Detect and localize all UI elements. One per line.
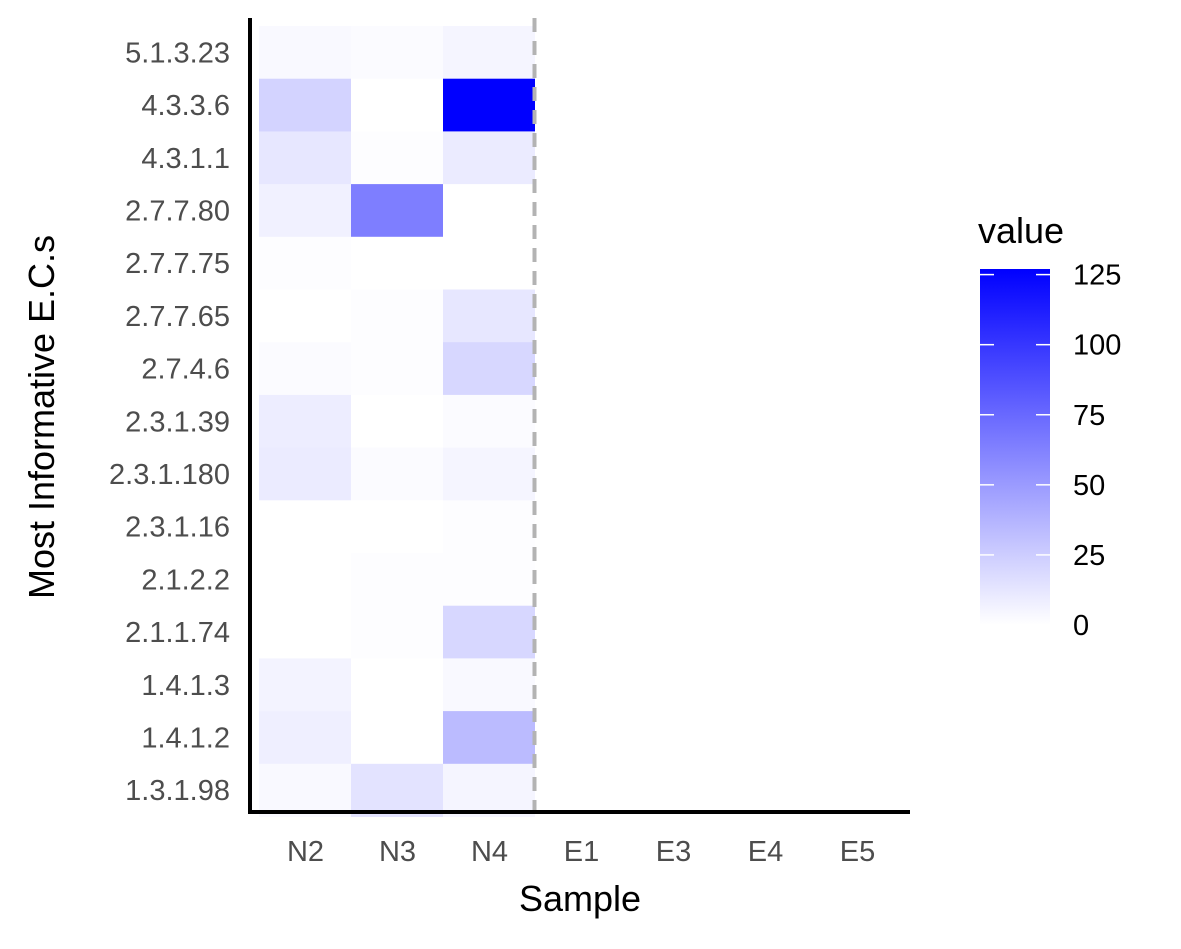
y-tick-label: 1.4.1.2: [141, 722, 230, 754]
heatmap-cell: [351, 763, 443, 817]
y-tick-label: 2.1.1.74: [125, 617, 230, 649]
legend-tick-label: 50: [1073, 470, 1105, 502]
y-tick-label: 2.7.7.75: [125, 248, 230, 280]
heatmap-cell: [259, 605, 351, 659]
y-tick-label: 2.7.4.6: [141, 354, 230, 386]
x-tick-labels: N2 N3 N4 E1 E3 E4 E5: [287, 836, 875, 868]
heatmap-cell: [351, 184, 443, 238]
heatmap-cell: [351, 236, 443, 290]
heatmap-cell: [443, 394, 535, 449]
heatmap-cell: [259, 658, 351, 712]
heatmap-cell: [259, 184, 351, 238]
heatmap-cell: [443, 553, 535, 607]
heatmap-cell: [351, 289, 443, 343]
legend-title: value: [978, 210, 1064, 251]
y-tick-label: 2.7.7.80: [125, 195, 230, 227]
y-tick-label: 1.3.1.98: [125, 775, 230, 807]
x-tick-label: N2: [287, 836, 324, 868]
heatmap-cell: [351, 447, 443, 501]
heatmap-cell: [351, 394, 443, 449]
color-legend: value 0 25 50 75 100 125: [978, 210, 1121, 642]
x-axis-title: Sample: [519, 878, 641, 919]
heatmap-cell: [351, 605, 443, 659]
heatmap-cell: [259, 763, 351, 817]
heatmap-cell: [351, 658, 443, 712]
heatmap-cell: [443, 26, 535, 80]
heatmap-cells: [259, 26, 535, 817]
x-tick-label: N3: [379, 836, 416, 868]
heatmap-cell: [443, 236, 535, 290]
legend-color-bar: [980, 269, 1050, 625]
y-tick-label: 4.3.1.1: [141, 143, 230, 175]
heatmap-cell: [443, 447, 535, 501]
heatmap-cell: [443, 131, 535, 185]
heatmap-cell: [259, 236, 351, 290]
x-tick-label: E1: [564, 836, 599, 868]
y-tick-label: 2.3.1.180: [109, 459, 230, 491]
heatmap-cell: [351, 26, 443, 80]
heatmap-cell: [259, 394, 351, 449]
legend-tick-label: 125: [1073, 260, 1121, 292]
x-tick-label: E4: [748, 836, 783, 868]
heatmap-cell: [443, 342, 535, 396]
heatmap-cell: [443, 711, 535, 765]
y-tick-label: 4.3.3.6: [141, 90, 230, 122]
heatmap-cell: [443, 184, 535, 238]
axes: [248, 18, 910, 814]
heatmap-cell: [259, 711, 351, 765]
y-tick-labels: 5.1.3.23 4.3.3.6 4.3.1.1 2.7.7.80 2.7.7.75 2.…: [109, 37, 230, 807]
heatmap-cell: [259, 78, 351, 132]
y-tick-label: 2.3.1.16: [125, 512, 230, 544]
heatmap-cell: [351, 131, 443, 185]
y-tick-label: 1.4.1.3: [141, 670, 230, 702]
heatmap-cell: [351, 342, 443, 396]
x-tick-label: E3: [656, 836, 691, 868]
y-tick-label: 2.3.1.39: [125, 406, 230, 438]
x-tick-label: N4: [471, 836, 508, 868]
y-tick-label: 5.1.3.23: [125, 37, 230, 69]
legend-tick-label: 25: [1073, 540, 1105, 572]
heatmap-cell: [443, 658, 535, 712]
heatmap-cell: [351, 78, 443, 132]
heatmap-cell: [259, 131, 351, 185]
heatmap-cell: [259, 289, 351, 343]
legend-tick-label: 0: [1073, 610, 1089, 642]
heatmap-cell: [443, 500, 535, 554]
heatmap-cell: [351, 711, 443, 765]
y-tick-label: 2.1.2.2: [141, 564, 230, 596]
x-tick-label: E5: [840, 836, 875, 868]
heatmap-cell: [259, 553, 351, 607]
heatmap-cell: [259, 500, 351, 554]
legend-tick-label: 100: [1073, 330, 1121, 362]
legend-tick-label: 75: [1073, 400, 1105, 432]
heatmap-cell: [443, 78, 535, 132]
heatmap-cell: [259, 26, 351, 80]
legend-ticks: 0 25 50 75 100 125: [980, 260, 1121, 642]
heatmap-cell: [351, 553, 443, 607]
y-axis-title: Most Informative E.C.s: [21, 235, 62, 599]
heatmap-cell: [259, 447, 351, 501]
heatmap-cell: [351, 500, 443, 554]
heatmap-cell: [259, 342, 351, 396]
y-tick-label: 2.7.7.65: [125, 301, 230, 333]
heatmap-cell: [443, 605, 535, 659]
heatmap-cell: [443, 289, 535, 343]
heatmap-cell: [443, 763, 535, 817]
